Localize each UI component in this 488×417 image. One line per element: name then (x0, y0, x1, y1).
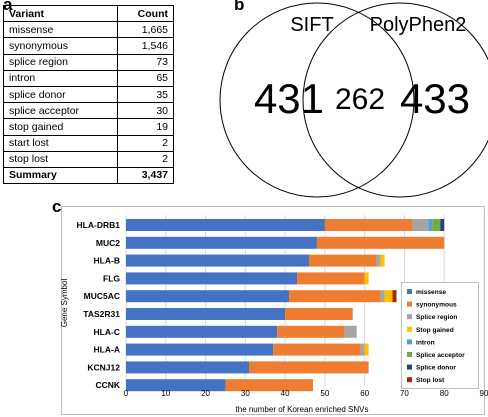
count-cell: 1,546 (117, 37, 174, 55)
variant-count-table: Variant Count missense 1,665 synonymous 1,5… (3, 4, 174, 185)
y-category-label: HLA-B (94, 256, 120, 266)
variant-column-header: Variant (3, 4, 118, 23)
legend-swatch (407, 377, 412, 383)
panel-label-c: c (52, 197, 62, 216)
x-tick-label: 20 (201, 389, 210, 398)
y-category-label: TAS2R31 (83, 309, 120, 319)
table-row: synonymous 1,546 (3, 37, 174, 55)
bar-segment (126, 272, 298, 285)
legend-swatch (407, 326, 412, 332)
y-category-label: HLA-DRB1 (77, 220, 121, 230)
legend-swatch (407, 289, 412, 294)
x-axis-title: the number of Korean enriched SNVs (236, 405, 369, 414)
bar-segment (285, 308, 353, 320)
sift-label: SIFT (290, 14, 333, 36)
bar-segment (126, 379, 226, 392)
bar-segment (316, 236, 445, 249)
summary-count: 3,437 (117, 166, 174, 185)
bar-segment (289, 290, 381, 303)
legend-box (401, 282, 479, 389)
bar-segment (308, 254, 377, 267)
panel-label-b: b (234, 0, 245, 14)
legend-entry: synonymous (416, 302, 457, 309)
bar-segment (126, 308, 286, 320)
x-tick-label: 0 (124, 389, 129, 398)
bar-segment (277, 325, 345, 338)
bar-segment (297, 272, 365, 285)
bar-segment (380, 254, 385, 267)
bar-segment (225, 379, 313, 392)
table-row: splice region 73 (3, 53, 174, 71)
legend-entry: Stop lost (416, 377, 445, 384)
bar-segment (364, 272, 369, 285)
y-category-label: MUC5AC (84, 291, 120, 301)
y-category-label: HLA-A (94, 345, 120, 355)
summary-row: Summary 3,437 (3, 166, 174, 185)
bar-segment (440, 219, 445, 231)
legend-swatch (407, 364, 412, 370)
bar-segment (126, 254, 309, 267)
polyphen2-only-count: 433 (400, 75, 470, 122)
bar-segment (126, 343, 274, 356)
bar-segment (344, 325, 357, 338)
bar-segment (126, 236, 317, 249)
x-tick-label: 70 (400, 389, 409, 398)
bar-segment (126, 219, 325, 231)
count-cell: 65 (117, 69, 174, 87)
legend-swatch (407, 339, 412, 345)
bar-segment (126, 290, 290, 303)
legend-entry: Stop gained (416, 327, 454, 334)
bar-segment (324, 219, 413, 231)
bar-segment (126, 325, 278, 338)
x-tick-label: 30 (241, 389, 250, 398)
legend-entry: Splice acceptor (416, 352, 465, 359)
y-axis-title: Gene Symbol (60, 279, 69, 328)
table-header-row: Variant Count (3, 4, 174, 23)
y-category-label: KCNJ12 (87, 362, 120, 372)
variant-cell: splice region (3, 53, 118, 71)
table-row: stop gained 19 (3, 118, 174, 136)
y-category-label: HLA-C (94, 327, 120, 337)
bar-segment (249, 361, 369, 374)
x-tick-label: 80 (440, 389, 449, 398)
bar-segment (126, 361, 250, 374)
legend-swatch (407, 352, 412, 357)
legend-entry: Splice donor (416, 365, 456, 372)
variant-cell: start lost (3, 134, 118, 152)
legend-swatch (407, 314, 412, 320)
venn-diagram: SIFT PolyPhen2 431 262 433 (219, 2, 488, 198)
y-category-label: CCNK (95, 380, 120, 390)
bar-segment (273, 343, 361, 356)
sift-circle (219, 2, 415, 198)
x-tick-label: 50 (320, 389, 329, 398)
polyphen2-circle (302, 2, 488, 198)
overlap-count: 262 (335, 83, 385, 116)
legend-entry: missense (416, 289, 446, 296)
bar-segment (360, 343, 365, 356)
y-category-label: FLG (103, 273, 120, 283)
y-category-label: MUC2 (96, 238, 120, 248)
x-tick-label: 60 (360, 389, 369, 398)
legend-swatch (407, 301, 412, 307)
bar-segment (428, 219, 433, 231)
sift-only-count: 431 (254, 75, 324, 122)
legend-entry: intron (416, 339, 435, 346)
bar-segment (380, 290, 385, 303)
legend-entry: Splice region (416, 314, 457, 321)
x-tick-label: 10 (161, 389, 170, 398)
bar-segment (432, 219, 441, 231)
summary-label: Summary (3, 166, 118, 185)
bar-segment (384, 290, 393, 303)
x-tick-label: 90 (480, 389, 488, 398)
bar-segment (364, 343, 369, 356)
polyphen2-label: PolyPhen2 (370, 14, 467, 36)
table-row: splice acceptor 30 (3, 102, 174, 120)
bar-segment (376, 254, 381, 267)
bar-segment (392, 290, 397, 303)
bar-segment (412, 219, 429, 231)
x-tick-label: 40 (281, 389, 290, 398)
